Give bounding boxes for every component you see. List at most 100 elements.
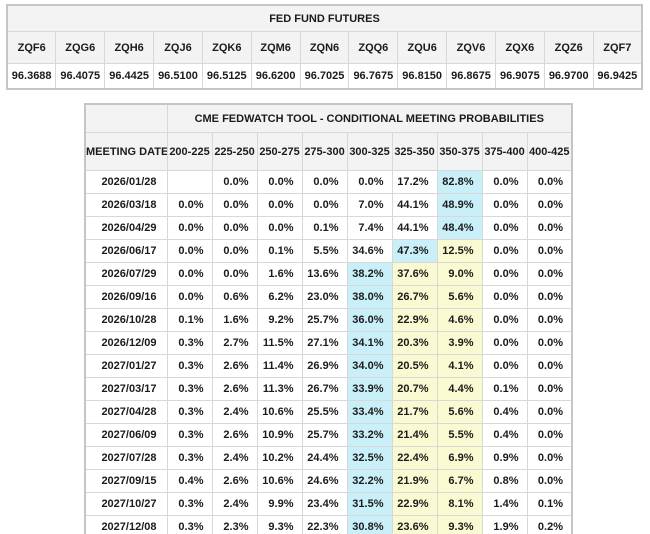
probability-cell: 21.9% (391, 469, 438, 493)
futures-price-cell: 96.7025 (299, 63, 350, 90)
probability-cell: 22.9% (391, 492, 438, 516)
futures-price-cell: 96.9700 (543, 63, 594, 90)
probability-cell: 0.0% (481, 239, 528, 263)
probability-cell: 11.4% (256, 354, 303, 378)
probability-cell: 0.0% (256, 193, 303, 217)
table-row: 2026/01/28 0.0% 0.0% 0.0% 0.0% 17.2% 82.8% 0.0%… (84, 170, 573, 194)
probability-cell: 0.1% (301, 216, 348, 240)
probability-cell: 22.9% (391, 308, 438, 332)
probability-cell: 4.6% (436, 308, 483, 332)
futures-price-cell: 96.3688 (6, 63, 57, 90)
probability-cell: 48.9% (436, 193, 483, 217)
probability-cell: 0.0% (211, 262, 258, 286)
probability-cell: 0.1% (481, 377, 528, 401)
futures-price-cell: 96.8150 (397, 63, 448, 90)
probability-cell: 31.5% (346, 492, 393, 516)
probability-cell: 23.4% (301, 492, 348, 516)
probability-cell: 0.3% (166, 515, 213, 534)
probability-cell: 9.3% (436, 515, 483, 534)
probability-cell: 23.6% (391, 515, 438, 534)
probability-cell: 0.0% (481, 262, 528, 286)
futures-price-cell: 96.8675 (446, 63, 496, 90)
probability-cell: 11.3% (256, 377, 303, 401)
probability-cell: 0.4% (481, 400, 528, 424)
probability-cell: 6.9% (436, 446, 483, 470)
probability-cell: 21.4% (391, 423, 438, 447)
table-row: 2027/01/27 0.3% 2.6% 11.4% 26.9% 34.0% 20.5% 4.… (84, 354, 573, 378)
probability-cell: 0.0% (526, 262, 573, 286)
probability-cell: 0.0% (256, 170, 303, 194)
fedwatch-header-row: MEETING DATE 200-225 225-250 250-275 275-30… (84, 132, 573, 171)
meeting-date-cell: 2026/07/29 (84, 262, 168, 286)
probability-cell: 32.5% (346, 446, 393, 470)
futures-contract-header: ZQU6 (397, 31, 448, 64)
probability-cell: 23.0% (301, 285, 348, 309)
rate-range-header: 200-225 (166, 132, 213, 171)
probability-cell: 20.7% (391, 377, 438, 401)
probability-cell: 2.6% (211, 469, 258, 493)
probability-cell: 0.0% (166, 285, 213, 309)
probability-cell: 0.0% (481, 193, 528, 217)
probability-cell: 30.8% (346, 515, 393, 534)
probability-cell: 0.0% (526, 285, 573, 309)
futures-price-cell: 96.9075 (494, 63, 545, 90)
probability-cell: 0.3% (166, 446, 213, 470)
meeting-date-cell: 2027/01/27 (84, 354, 168, 378)
probability-cell: 1.6% (256, 262, 303, 286)
probability-cell: 0.0% (301, 193, 348, 217)
fedwatch-corner-cell (84, 103, 168, 133)
probability-cell: 21.7% (391, 400, 438, 424)
probability-cell: 0.0% (526, 308, 573, 332)
rate-range-header: 350-375 (436, 132, 483, 171)
futures-contract-header: ZQF6 (6, 31, 57, 64)
fedwatch-title-row: CME FEDWATCH TOOL - CONDITIONAL MEETING … (84, 103, 573, 133)
probability-cell: 0.0% (211, 239, 258, 263)
probability-cell: 20.5% (391, 354, 438, 378)
probability-cell: 10.6% (256, 469, 303, 493)
probability-cell (166, 170, 213, 194)
futures-price-cell: 96.5100 (153, 63, 203, 90)
probability-cell: 36.0% (346, 308, 393, 332)
probability-cell: 0.0% (526, 446, 573, 470)
probability-cell: 25.7% (301, 423, 348, 447)
probability-cell: 8.1% (436, 492, 483, 516)
probability-cell: 0.0% (166, 216, 213, 240)
probability-cell: 9.9% (256, 492, 303, 516)
probability-cell: 0.0% (301, 170, 348, 194)
probability-cell: 44.1% (391, 193, 438, 217)
probability-cell: 0.0% (481, 331, 528, 355)
table-row: 2026/10/28 0.1% 1.6% 9.2% 25.7% 36.0% 22.9% 4.6… (84, 308, 573, 332)
probability-cell: 25.5% (301, 400, 348, 424)
probability-cell: 34.1% (346, 331, 393, 355)
probability-cell: 82.8% (436, 170, 483, 194)
futures-contract-header: ZQX6 (494, 31, 545, 64)
probability-cell: 9.2% (256, 308, 303, 332)
fed-fund-futures-table: FED FUND FUTURES ZQF6 ZQG6 ZQH6 ZQJ6 ZQK6 ZQM… (6, 4, 643, 90)
probability-cell: 26.7% (301, 377, 348, 401)
probability-cell: 3.9% (436, 331, 483, 355)
probability-cell: 24.6% (301, 469, 348, 493)
probability-cell: 10.9% (256, 423, 303, 447)
probability-cell: 0.0% (526, 193, 573, 217)
probability-cell: 0.0% (526, 469, 573, 493)
probability-cell: 0.1% (166, 308, 213, 332)
futures-price-cell: 96.5125 (201, 63, 252, 90)
probability-cell: 32.2% (346, 469, 393, 493)
probability-cell: 1.4% (481, 492, 528, 516)
futures-contract-header: ZQV6 (446, 31, 496, 64)
futures-contract-header: ZQM6 (250, 31, 301, 64)
probability-cell: 0.0% (481, 354, 528, 378)
probability-cell: 7.0% (346, 193, 393, 217)
probability-cell: 0.0% (526, 216, 573, 240)
probability-cell: 0.0% (526, 423, 573, 447)
probability-cell: 0.0% (256, 216, 303, 240)
rate-range-header: 225-250 (211, 132, 258, 171)
probability-cell: 22.4% (391, 446, 438, 470)
probability-cell: 7.4% (346, 216, 393, 240)
probability-cell: 0.0% (526, 400, 573, 424)
probability-cell: 10.2% (256, 446, 303, 470)
probability-cell: 2.3% (211, 515, 258, 534)
probability-cell: 2.6% (211, 354, 258, 378)
probability-cell: 6.2% (256, 285, 303, 309)
